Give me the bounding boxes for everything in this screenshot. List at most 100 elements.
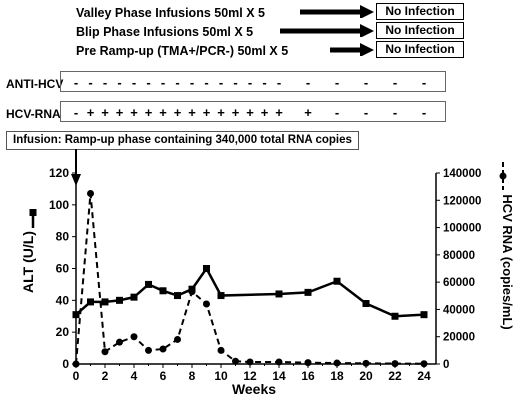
- hcv-rna-mark: +: [145, 105, 153, 120]
- alt-point: [391, 312, 399, 320]
- y-tick-label-right: 100000: [443, 223, 481, 235]
- y-tick-label-left: 20: [56, 325, 70, 339]
- hcv-rna-mark: +: [203, 105, 211, 120]
- anti-hcv-mark: -: [262, 75, 266, 90]
- y-tick-label-right: 120000: [443, 195, 481, 207]
- x-tick-label: 2: [102, 369, 109, 383]
- x-tick-label: 14: [272, 369, 286, 383]
- anti-hcv-mark: -: [132, 75, 136, 90]
- hcv-rna-point: [101, 348, 109, 356]
- hcv-rna-point: [174, 335, 181, 343]
- y-tick-label-left: 60: [56, 262, 70, 276]
- hcv-rna-point: [246, 358, 254, 366]
- hcv-rna-mark: +: [217, 105, 225, 120]
- hcv-rna-point: [333, 359, 341, 367]
- alt-point: [174, 292, 181, 300]
- hcv-rna-label: HCV-RNA: [6, 107, 61, 121]
- x-tick-label: 6: [160, 369, 167, 383]
- anti-hcv-mark: -: [364, 75, 368, 90]
- alt-point: [72, 311, 80, 319]
- alt-point: [203, 265, 210, 272]
- alt-point: [333, 277, 341, 285]
- hcv-rna-point: [72, 360, 80, 368]
- hcv-rna-legend-marker: [499, 172, 507, 180]
- hcv-rna-mark: +: [116, 105, 124, 120]
- anti-hcv-mark: -: [393, 75, 397, 90]
- hcv-rna-mark: +: [101, 105, 109, 120]
- y-tick-label-left: 120: [49, 166, 69, 180]
- alt-point: [101, 298, 109, 306]
- x-tick-label: 16: [301, 369, 315, 383]
- x-tick-label: 0: [73, 369, 80, 383]
- hcv-rna-point: [145, 346, 152, 354]
- anti-hcv-label: ANTI-HCV: [6, 77, 64, 91]
- anti-hcv-mark: -: [88, 75, 92, 90]
- hcv-rna-mark: -: [422, 105, 426, 120]
- hcv-rna-point: [130, 333, 138, 341]
- x-tick-label: 12: [243, 369, 257, 383]
- alt-point: [116, 296, 123, 304]
- alt-point: [87, 298, 94, 306]
- x-tick-label: 24: [417, 369, 431, 383]
- x-axis-label: Weeks: [232, 381, 276, 397]
- result-badge: No Infection: [376, 3, 464, 20]
- anti-hcv-box: [60, 71, 446, 92]
- hcv-rna-box: [60, 101, 446, 122]
- hcv-rna-mark: -: [335, 105, 339, 120]
- right-arrow-icon: [300, 5, 374, 18]
- protocol-label: Pre Ramp-up (TMA+/PCR-) 50ml X 5: [76, 44, 289, 58]
- anti-hcv-mark: -: [190, 75, 194, 90]
- anti-hcv-mark: -: [103, 75, 107, 90]
- hcv-rna-mark: +: [188, 105, 196, 120]
- hcv-rna-point: [116, 338, 123, 346]
- anti-hcv-mark: -: [422, 75, 426, 90]
- hcv-rna-mark: -: [393, 105, 397, 120]
- y-tick-label-right: 60000: [443, 277, 475, 289]
- anti-hcv-mark: -: [248, 75, 252, 90]
- hcv-rna-point: [217, 346, 225, 354]
- result-badge: No Infection: [376, 22, 464, 39]
- status-marks: - - - - - - - - - - - - - - - - - - - -- + + + + + + + + + + + + + + + - - - -: [74, 75, 426, 120]
- anti-hcv-mark: -: [219, 75, 223, 90]
- alt-legend-marker: [29, 209, 37, 216]
- anti-hcv-mark: -: [335, 75, 339, 90]
- hcv-rna-point: [304, 359, 312, 367]
- result-badge: No Infection: [376, 41, 464, 58]
- hcv-rna-mark: -: [74, 105, 78, 120]
- alt-point: [130, 293, 138, 301]
- hcv-rna-point: [188, 288, 196, 296]
- y-tick-label-right: 20000: [443, 332, 475, 344]
- hcv-rna-point: [362, 359, 370, 367]
- alt-point: [145, 280, 152, 288]
- anti-hcv-mark: -: [277, 75, 281, 90]
- hcv-rna-point: [275, 358, 283, 366]
- y-tick-label-right: 0: [443, 359, 449, 371]
- right-arrow-icon: [330, 43, 374, 56]
- alt-point: [159, 287, 167, 295]
- x-tick-label: 22: [388, 369, 402, 383]
- y-axis-label-right: HCV RNA (copies/mL): [500, 194, 515, 329]
- anti-hcv-mark: -: [233, 75, 237, 90]
- y-tick-label-left: 100: [49, 198, 69, 212]
- y-tick-label-left: 40: [56, 293, 70, 307]
- hcv-rna-point: [391, 360, 399, 368]
- series-line-hcv-rna: [75, 193, 425, 365]
- hcv-rna-mark: +: [261, 105, 269, 120]
- anti-hcv-mark: -: [146, 75, 150, 90]
- hcv-rna-mark: +: [159, 105, 167, 120]
- protocol-label: Blip Phase Infusions 50ml X 5: [76, 25, 254, 39]
- anti-hcv-mark: -: [204, 75, 208, 90]
- hcv-rna-mark: +: [246, 105, 254, 120]
- anti-hcv-mark: -: [74, 75, 78, 90]
- hcv-rna-mark: -: [364, 105, 368, 120]
- alt-point: [217, 292, 225, 300]
- series-line-alt: [75, 266, 425, 318]
- protocol-label: Valley Phase Infusions 50ml X 5: [76, 6, 265, 20]
- hcv-rna-point: [87, 189, 94, 197]
- x-tick-label: 8: [189, 369, 196, 383]
- anti-hcv-mark: -: [306, 75, 310, 90]
- x-tick-label: 20: [359, 369, 373, 383]
- x-tick-label: 4: [131, 369, 138, 383]
- alt-point: [304, 288, 312, 296]
